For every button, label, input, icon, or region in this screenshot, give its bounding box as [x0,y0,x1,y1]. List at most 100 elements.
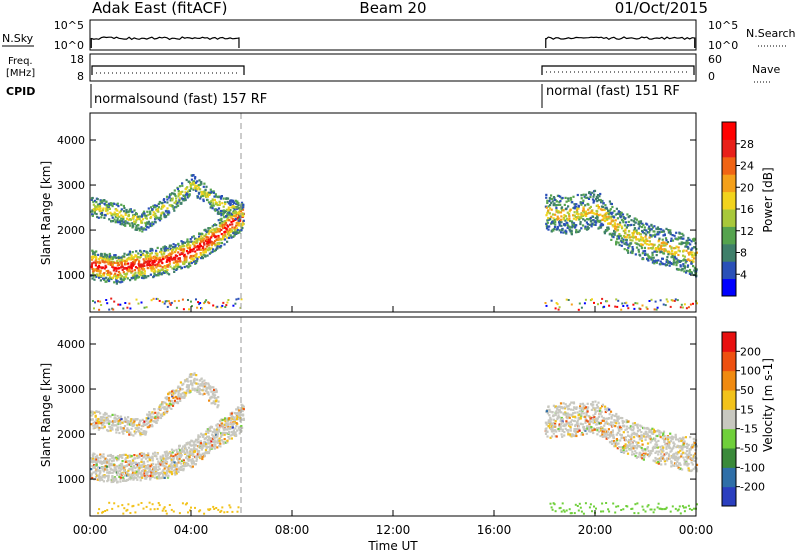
data-cell [140,458,143,461]
station-title: Adak East (fitACF) [92,0,227,17]
data-cell [575,218,578,221]
data-cell [231,212,234,215]
colorbar-swatch [722,156,736,175]
data-cell [100,455,103,458]
data-cell [233,208,236,211]
data-cell [119,454,122,457]
data-cell [146,251,149,255]
data-cell [177,247,180,250]
data-cell [211,437,215,440]
data-cell [123,429,126,432]
data-cell [635,242,639,245]
data-cell [149,211,152,214]
data-cell [188,189,192,192]
data-cell [240,414,243,417]
data-cell [683,270,686,273]
data-cell [220,422,224,425]
data-cell [607,226,610,229]
data-cell [569,219,572,223]
data-cell [663,248,666,251]
data-cell [171,267,174,270]
data-cell [594,198,598,201]
data-cell [183,253,186,256]
data-cell [147,275,150,278]
data-cell [199,252,202,255]
data-cell [603,424,606,427]
data-cell [147,262,150,265]
data-cell [144,468,147,471]
data-cell [662,234,665,237]
data-cell [187,380,190,383]
data-cell [224,220,227,223]
data-cell [134,278,137,281]
data-cell [605,437,608,440]
data-cell [576,210,579,214]
data-cell [595,209,598,213]
data-cell [191,388,194,391]
data-cell [155,455,158,458]
data-cell [560,215,563,218]
data-cell [150,256,153,259]
data-cell [163,476,166,479]
data-cell [603,431,606,434]
data-cell [126,306,129,309]
data-cell [182,459,185,462]
data-cell [234,427,237,430]
data-cell [197,186,200,189]
data-cell [146,426,149,429]
data-cell [136,463,139,467]
data-cell [192,381,195,384]
data-cell [213,391,216,394]
data-cell [216,428,219,431]
data-cell [546,210,549,214]
data-cell [192,255,195,258]
colorbar-swatch [722,191,736,210]
data-cell [230,437,233,440]
data-cell [163,407,166,410]
data-cell [586,402,589,405]
data-cell [689,253,692,256]
data-cell [126,277,129,280]
data-cell [111,475,114,478]
data-cell [147,417,150,420]
data-cell [124,458,127,461]
data-cell [620,446,623,449]
data-cell [108,279,111,283]
data-cell [599,434,602,438]
data-cell [152,267,155,270]
data-cell [222,205,225,208]
data-cell [179,245,182,249]
data-cell [105,474,108,478]
data-cell [220,213,223,216]
data-cell [195,439,198,442]
data-cell [576,430,579,433]
data-cell [144,216,147,219]
data-cell [151,475,154,478]
data-cell [173,189,176,192]
data-cell [214,388,218,391]
data-cell [550,197,553,200]
data-cell [191,465,194,468]
data-cell [223,225,226,228]
data-cell [187,190,190,193]
data-cell [112,479,115,482]
data-cell [164,453,167,456]
data-cell [545,214,548,217]
data-cell [198,453,201,456]
data-cell [219,197,223,200]
data-cell [133,220,136,223]
data-cell [569,408,573,411]
data-cell [213,436,216,440]
data-cell [147,254,150,258]
data-cell [207,232,210,235]
data-cell [661,238,664,241]
data-cell [184,198,187,202]
data-cell [197,247,200,250]
data-cell [562,216,565,220]
data-cell [176,390,179,393]
freq-unit-label: [MHz] [6,68,35,79]
data-cell [673,299,676,302]
data-cell [187,441,190,444]
data-cell [186,384,189,387]
data-cell [199,253,202,256]
